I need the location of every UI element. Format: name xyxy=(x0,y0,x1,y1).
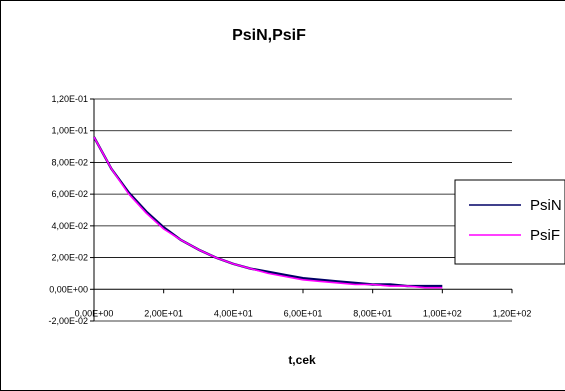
x-tick-label: 2,00E+01 xyxy=(144,308,183,318)
legend-box xyxy=(454,179,565,265)
series-line-psif xyxy=(93,136,443,289)
y-tick-label: 1,20E-01 xyxy=(51,94,88,104)
x-tick-label: 0,00E+00 xyxy=(75,308,114,318)
x-tick-label: 8,00E+01 xyxy=(353,308,392,318)
y-tick-label: 6,00E-02 xyxy=(51,189,88,199)
y-tick-label: 8,00E-02 xyxy=(51,157,88,167)
x-axis-label: t,cek xyxy=(288,353,316,367)
x-tick-label: 6,00E+01 xyxy=(284,308,323,318)
axes xyxy=(90,98,513,322)
legend: PsiN PsiF xyxy=(454,179,565,265)
legend-label: PsiN xyxy=(530,197,562,214)
x-tick-label: 4,00E+01 xyxy=(214,308,253,318)
x-tick-label: 1,20E+02 xyxy=(493,308,532,318)
y-tick-label: 4,00E-02 xyxy=(51,221,88,231)
legend-label: PsiF xyxy=(530,227,560,244)
series-lines xyxy=(92,136,443,289)
y-tick-label: 1,00E-01 xyxy=(51,126,88,136)
x-tick-label: 1,00E+02 xyxy=(423,308,462,318)
chart-title: PsiN,PsiF xyxy=(232,27,306,44)
series-line-psin xyxy=(92,136,443,288)
y-tick-label: 0,00E+00 xyxy=(49,284,88,294)
y-tick-label: 2,00E-02 xyxy=(51,253,88,263)
tick-labels: -2,00E-020,00E+002,00E-024,00E-026,00E-0… xyxy=(48,94,531,326)
gridlines xyxy=(94,98,512,322)
y-tick-label: -2,00E-02 xyxy=(48,316,88,326)
